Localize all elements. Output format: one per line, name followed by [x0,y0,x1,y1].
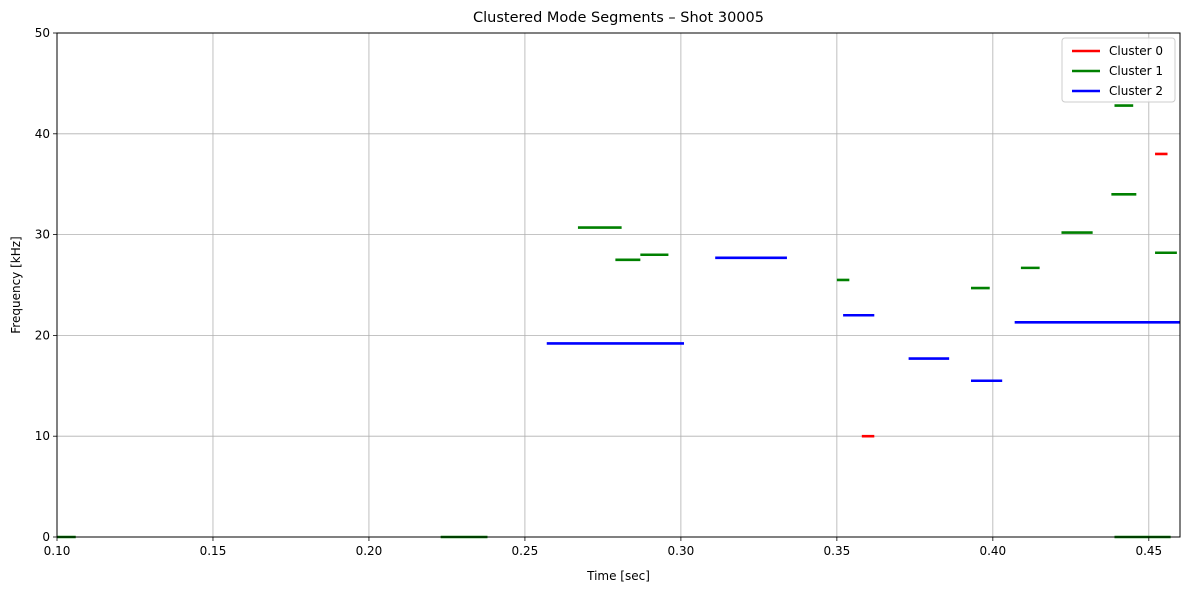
legend-label-cluster-1: Cluster 1 [1109,64,1163,78]
x-tick-label: 0.35 [824,544,851,558]
y-tick-label: 50 [35,26,50,40]
x-tick-label: 0.10 [44,544,71,558]
x-axis-label: Time [sec] [586,569,650,583]
x-tick-label: 0.25 [512,544,539,558]
y-axis-label: Frequency [kHz] [9,236,23,333]
legend: Cluster 0 Cluster 1 Cluster 2 [1061,37,1176,103]
x-tick-label: 0.20 [356,544,383,558]
legend-box [1061,37,1176,103]
y-axis: 0 10 20 30 40 50 [35,26,57,544]
y-tick-label: 30 [35,228,50,242]
x-tick-label: 0.15 [200,544,227,558]
x-tick-label: 0.45 [1135,544,1162,558]
legend-label-cluster-0: Cluster 0 [1109,44,1163,58]
x-axis: 0.10 0.15 0.20 0.25 0.30 0.35 0.40 0.45 [44,537,1162,558]
x-tick-label: 0.30 [668,544,695,558]
y-tick-label: 10 [35,429,50,443]
y-tick-label: 0 [42,530,50,544]
legend-label-cluster-2: Cluster 2 [1109,84,1163,98]
x-tick-label: 0.40 [979,544,1006,558]
plot-area-frame [56,32,1181,538]
chart-title: Clustered Mode Segments – Shot 30005 [473,10,764,26]
y-tick-label: 20 [35,328,50,342]
y-tick-label: 40 [35,127,50,141]
